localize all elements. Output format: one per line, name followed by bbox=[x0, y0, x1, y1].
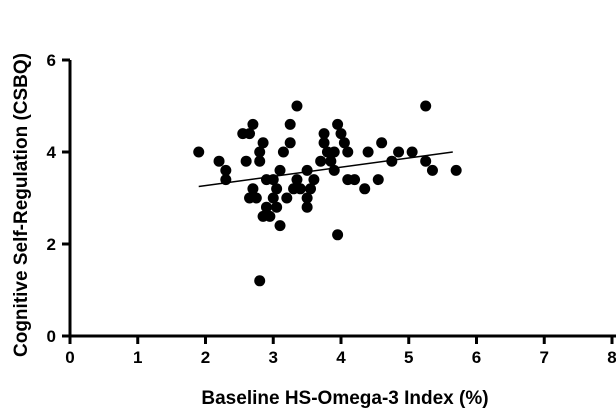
data-point bbox=[301, 201, 313, 213]
data-point bbox=[349, 174, 361, 186]
data-point bbox=[247, 118, 259, 130]
x-ticks: 0 1 2 3 4 5 6 7 8 bbox=[65, 336, 616, 367]
data-point bbox=[291, 100, 303, 112]
data-point bbox=[420, 155, 432, 167]
trend-line bbox=[198, 151, 453, 188]
data-point bbox=[332, 229, 344, 241]
data-point bbox=[264, 210, 276, 222]
y-tick-label: 6 bbox=[47, 51, 56, 70]
data-point bbox=[342, 146, 354, 158]
data-point bbox=[260, 201, 272, 213]
x-tick-label: 3 bbox=[269, 348, 278, 367]
data-point bbox=[301, 164, 313, 176]
x-tick-label: 0 bbox=[65, 348, 74, 367]
data-point bbox=[426, 164, 438, 176]
y-tick-label: 2 bbox=[47, 235, 56, 254]
data-point bbox=[338, 137, 350, 149]
data-point bbox=[274, 164, 286, 176]
data-point bbox=[335, 128, 347, 140]
x-tick-label: 2 bbox=[201, 348, 210, 367]
data-point bbox=[372, 174, 384, 186]
data-point bbox=[284, 118, 296, 130]
data-point bbox=[277, 146, 289, 158]
data-point bbox=[376, 137, 388, 149]
x-tick-label: 1 bbox=[133, 348, 142, 367]
data-point bbox=[328, 164, 340, 176]
data-point bbox=[420, 100, 432, 112]
data-point bbox=[318, 137, 330, 149]
data-point bbox=[393, 146, 405, 158]
data-point bbox=[386, 155, 398, 167]
data-point bbox=[254, 146, 266, 158]
data-point bbox=[220, 164, 232, 176]
data-point bbox=[240, 155, 252, 167]
data-point bbox=[294, 183, 306, 195]
data-point bbox=[284, 137, 296, 149]
data-point bbox=[332, 118, 344, 130]
data-point bbox=[267, 192, 279, 204]
data-points bbox=[193, 100, 462, 287]
x-tick-label: 4 bbox=[336, 348, 346, 367]
data-point bbox=[450, 164, 462, 176]
data-point bbox=[325, 155, 337, 167]
x-tick-label: 8 bbox=[607, 348, 616, 367]
x-axis-title: Baseline HS-Omega-3 Index (%) bbox=[201, 388, 488, 409]
data-point bbox=[254, 275, 266, 287]
data-point bbox=[254, 155, 266, 167]
data-point bbox=[281, 192, 293, 204]
data-point bbox=[359, 183, 371, 195]
data-point bbox=[271, 201, 283, 213]
data-point bbox=[305, 183, 317, 195]
data-point bbox=[308, 174, 320, 186]
y-ticks: 0 2 4 6 bbox=[47, 51, 70, 346]
data-point bbox=[406, 146, 418, 158]
x-tick-label: 5 bbox=[404, 348, 413, 367]
data-point bbox=[193, 146, 205, 158]
data-point bbox=[318, 128, 330, 140]
y-axis-title: Cognitive Self-Regulation (CSBQ) bbox=[11, 53, 32, 357]
data-point bbox=[250, 192, 262, 204]
x-tick-label: 6 bbox=[472, 348, 481, 367]
data-point bbox=[362, 146, 374, 158]
x-tick-label: 7 bbox=[540, 348, 549, 367]
data-point bbox=[247, 183, 259, 195]
data-point bbox=[315, 155, 327, 167]
data-point bbox=[213, 155, 225, 167]
data-point bbox=[271, 183, 283, 195]
data-point bbox=[328, 146, 340, 158]
axes bbox=[68, 60, 616, 338]
data-point bbox=[291, 174, 303, 186]
data-point bbox=[257, 137, 269, 149]
data-point bbox=[301, 192, 313, 204]
y-tick-label: 0 bbox=[47, 327, 56, 346]
y-tick-label: 4 bbox=[47, 143, 57, 162]
data-point bbox=[274, 220, 286, 232]
data-point bbox=[244, 128, 256, 140]
